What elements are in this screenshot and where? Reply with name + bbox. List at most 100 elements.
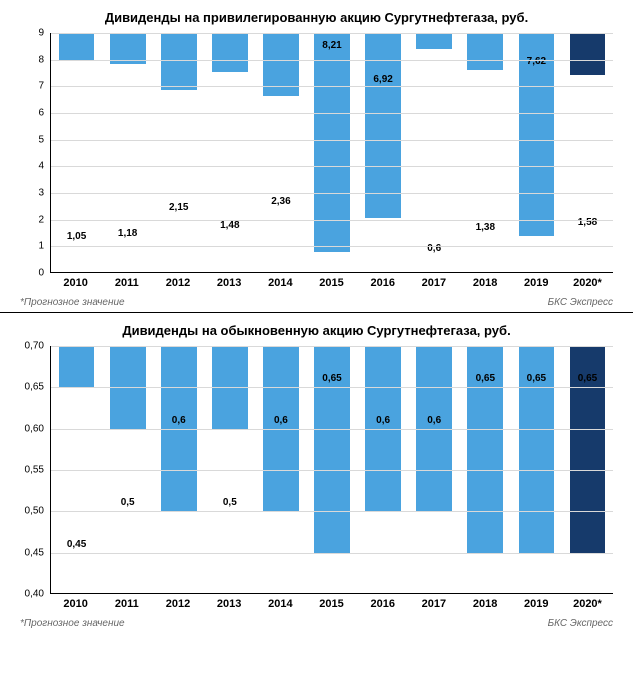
x-tick-label: 2015	[306, 598, 357, 610]
chart1-footnote: *Прогнозное значение	[20, 297, 125, 308]
x-tick-label: 2013	[204, 277, 255, 289]
chart1-bars: 1,05 1,18 2,15 1,48 2,36 8,21 6,92 0,6 1,38 7,62 1…	[51, 33, 613, 272]
bar	[59, 346, 95, 387]
x-tick-label: 2015	[306, 277, 357, 289]
x-tick-label: 2016	[357, 277, 408, 289]
chart1-grid: 1,05 1,18 2,15 1,48 2,36 8,21 6,92 0,6 1,38 7,62 1…	[50, 33, 613, 273]
y-tick-label: 4	[38, 161, 44, 172]
bar	[212, 33, 248, 72]
x-tick-label: 2010	[50, 598, 101, 610]
y-tick-label: 8	[38, 54, 44, 65]
bar-value-label: 1,38	[476, 222, 495, 233]
chart1-y-axis: 0123456789	[20, 33, 48, 273]
y-tick-label: 0,60	[25, 423, 44, 434]
bar	[365, 33, 401, 218]
bar-value-label: 0,65	[322, 373, 341, 384]
x-tick-label: 2018	[460, 277, 511, 289]
grid-line	[51, 470, 613, 471]
y-tick-label: 0,45	[25, 547, 44, 558]
chart1-source: БКС Экспресс	[548, 297, 613, 308]
bar	[416, 33, 452, 49]
x-tick-label: 2012	[152, 598, 203, 610]
x-tick-label: 2019	[511, 598, 562, 610]
bar-slot: 1,05	[51, 33, 102, 272]
y-tick-label: 5	[38, 134, 44, 145]
bar-value-label: 0,5	[223, 497, 237, 508]
chart1-title: Дивиденды на привилегированную акцию Сур…	[20, 10, 613, 25]
bar-value-label: 7,62	[527, 56, 546, 67]
bar-slot: 8,21	[306, 33, 357, 272]
grid-line	[51, 429, 613, 430]
x-tick-label: 2016	[357, 598, 408, 610]
bar-value-label: 0,65	[476, 373, 495, 384]
x-tick-label: 2010	[50, 277, 101, 289]
x-tick-label: 2017	[408, 598, 459, 610]
chart2-plot: 0,400,450,500,550,600,650,70 0,450,50,60…	[50, 346, 613, 610]
y-tick-label: 0,55	[25, 465, 44, 476]
bar-value-label: 0,5	[121, 497, 135, 508]
chart2-x-labels: 2010201120122013201420152016201720182019…	[50, 598, 613, 610]
bar-value-label: 8,21	[322, 40, 341, 51]
bar	[161, 33, 197, 90]
y-tick-label: 2	[38, 214, 44, 225]
chart2-footnote: *Прогнозное значение	[20, 618, 125, 629]
bar-slot: 1,38	[460, 33, 511, 272]
bar-value-label: 0,6	[427, 415, 441, 426]
chart-ordinary-dividends: БКСЭкспресс Дивиденды на обыкновенную ак…	[0, 313, 633, 633]
grid-line	[51, 511, 613, 512]
bar-value-label: 1,58	[578, 217, 597, 228]
bar-value-label: 0,65	[578, 373, 597, 384]
bar-value-label: 0,65	[527, 373, 546, 384]
x-tick-label: 2012	[152, 277, 203, 289]
chart2-source: БКС Экспресс	[548, 618, 613, 629]
chart2-y-axis: 0,400,450,500,550,600,650,70	[20, 346, 48, 594]
chart2-title: Дивиденды на обыкновенную акцию Сургутне…	[20, 323, 613, 338]
y-tick-label: 6	[38, 108, 44, 119]
bar-value-label: 1,05	[67, 231, 86, 242]
bar-value-label: 0,6	[274, 415, 288, 426]
y-tick-label: 0,50	[25, 506, 44, 517]
x-tick-label: 2018	[460, 598, 511, 610]
x-tick-label: 2011	[101, 598, 152, 610]
grid-line	[51, 86, 613, 87]
x-tick-label: 2020*	[562, 598, 613, 610]
chart-preferred-dividends: Дивиденды на привилегированную акцию Сур…	[0, 0, 633, 312]
chart1-x-labels: 2010201120122013201420152016201720182019…	[50, 277, 613, 289]
grid-line	[51, 387, 613, 388]
y-tick-label: 1	[38, 241, 44, 252]
grid-line	[51, 193, 613, 194]
bar-slot: 1,58	[562, 33, 613, 272]
bar-value-label: 6,92	[373, 74, 392, 85]
x-tick-label: 2014	[255, 598, 306, 610]
chart1-plot: 0123456789 1,051,182,151,482,368,216,920…	[50, 33, 613, 289]
bar-slot: 2,36	[255, 33, 306, 272]
x-tick-label: 2013	[204, 598, 255, 610]
grid-line	[51, 140, 613, 141]
grid-line	[51, 246, 613, 247]
bar-value-label: 1,18	[118, 228, 137, 239]
chart2-grid: 0,450,50,60,50,60,650,60,60,650,650,65	[50, 346, 613, 594]
y-tick-label: 0,70	[25, 341, 44, 352]
x-tick-label: 2011	[101, 277, 152, 289]
bar	[467, 33, 503, 70]
y-tick-label: 3	[38, 188, 44, 199]
bar-slot: 0,6	[409, 33, 460, 272]
grid-line	[51, 33, 613, 34]
bar-slot: 1,48	[204, 33, 255, 272]
x-tick-label: 2017	[408, 277, 459, 289]
y-tick-label: 9	[38, 28, 44, 39]
bar	[570, 33, 606, 75]
grid-line	[51, 166, 613, 167]
chart2-footer: *Прогнозное значение БКС Экспресс	[20, 618, 613, 629]
x-tick-label: 2014	[255, 277, 306, 289]
bar-slot: 2,15	[153, 33, 204, 272]
bar-value-label: 1,48	[220, 220, 239, 231]
grid-line	[51, 220, 613, 221]
bar-slot: 1,18	[102, 33, 153, 272]
x-tick-label: 2019	[511, 277, 562, 289]
bar-value-label: 2,15	[169, 202, 188, 213]
y-tick-label: 0,65	[25, 382, 44, 393]
grid-line	[51, 60, 613, 61]
bar-value-label: 2,36	[271, 196, 290, 207]
y-tick-label: 7	[38, 81, 44, 92]
